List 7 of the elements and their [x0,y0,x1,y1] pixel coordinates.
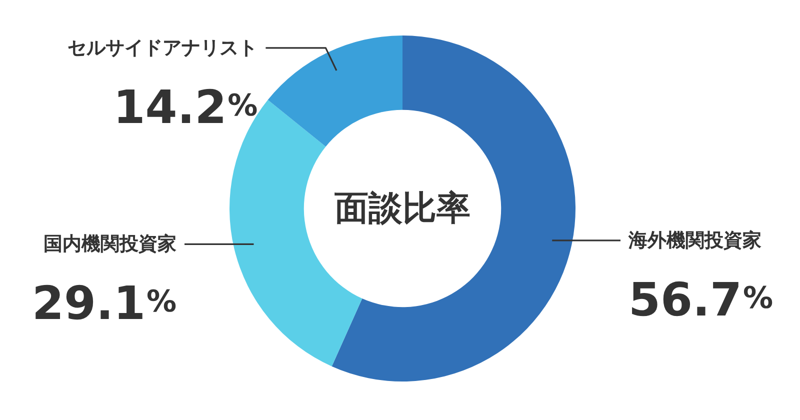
data-label: 14.2% [113,80,258,134]
data-label: 56.7% [628,272,774,326]
text: 面談比率 [334,188,470,228]
slice-label: 海外機関投資家 [628,229,762,252]
slice-label: 国内機関投資家 [44,233,176,256]
slice-label: セルサイドアナリスト [68,36,258,59]
data-label: 29.1% [32,276,177,330]
